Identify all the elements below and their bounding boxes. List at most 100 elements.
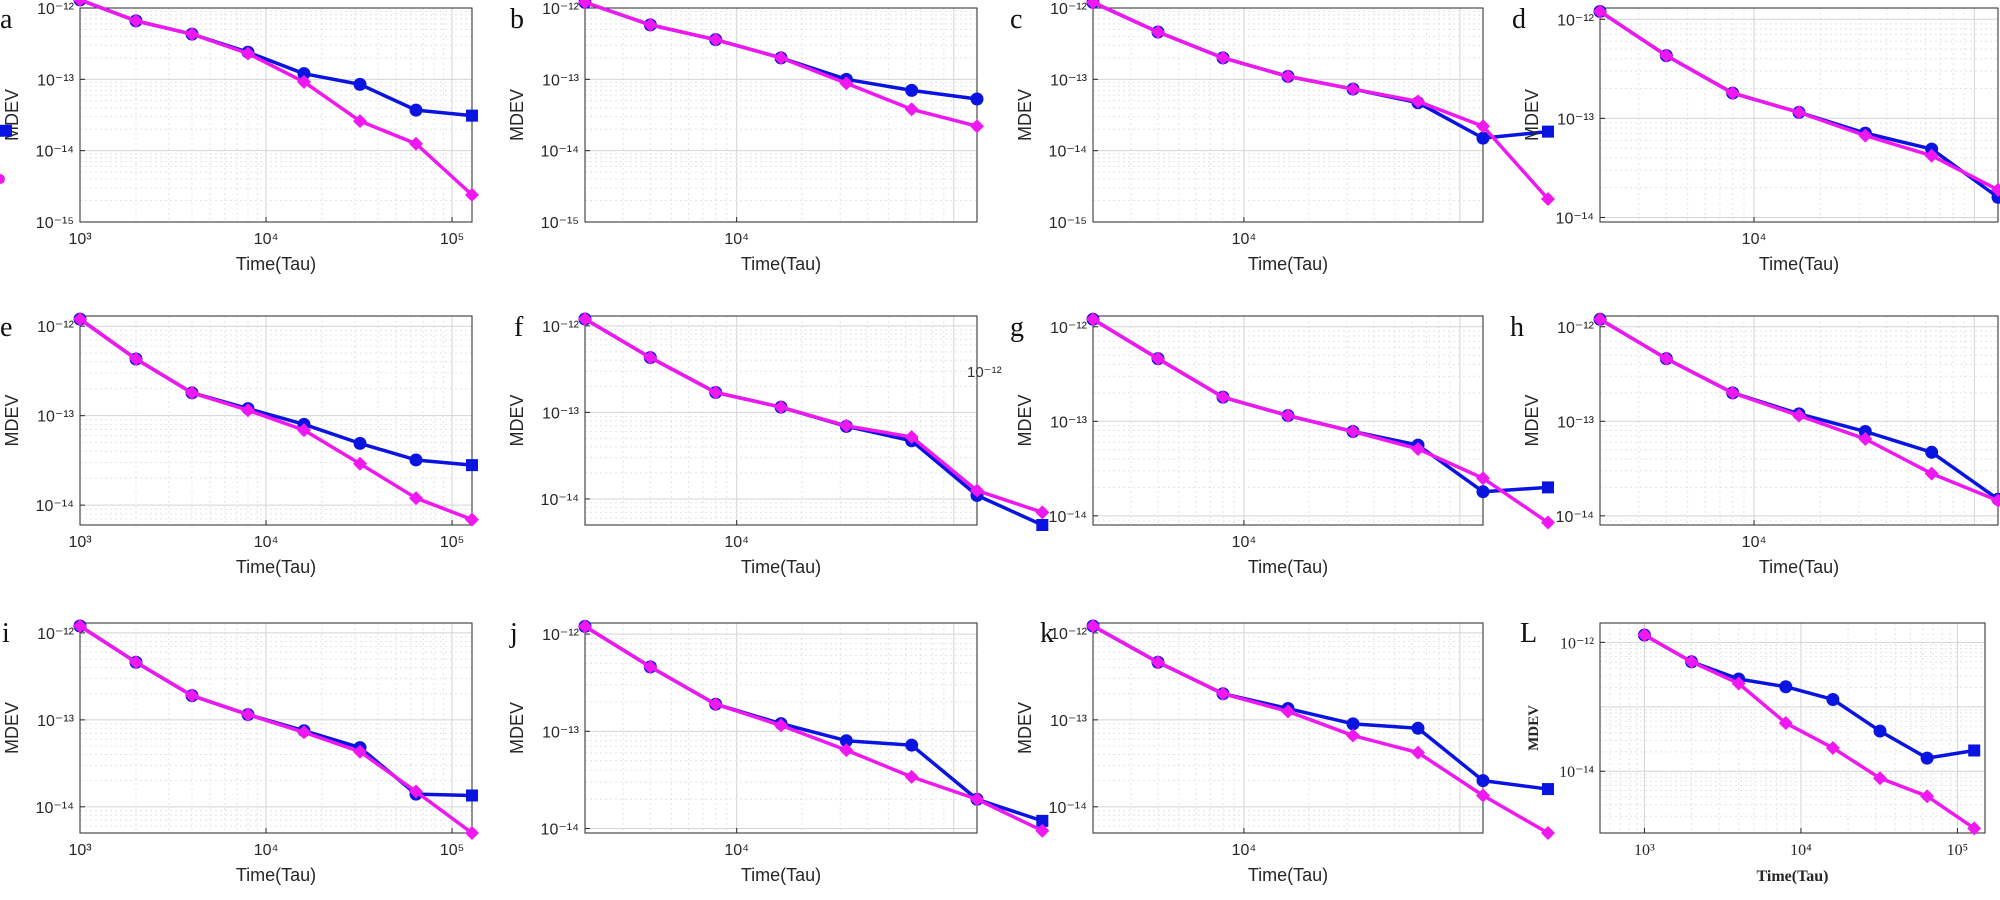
series-magenta xyxy=(578,619,1050,838)
axes-frame xyxy=(584,622,978,834)
data-point-core xyxy=(131,353,141,364)
data-point-core xyxy=(355,116,365,127)
y-tick-label: 10⁻¹² xyxy=(1560,635,1594,652)
grid-lines xyxy=(79,316,472,526)
data-point-core xyxy=(776,402,786,413)
x-tick-label: 10³ xyxy=(68,842,92,859)
axes-frame xyxy=(1092,315,1484,526)
data-point xyxy=(1036,519,1049,531)
data-point-core xyxy=(776,52,786,63)
panel-L: 10³ 10⁴ 10⁵ 10⁻¹² 10⁻¹⁴ Time(Tau) MDEV L xyxy=(1520,618,1986,885)
data-point-core xyxy=(580,0,590,8)
data-point-core xyxy=(1478,790,1488,801)
panel-i: 10³ 10⁴ 10⁵ 10⁻¹² 10⁻¹³ 10⁻¹⁴ Time(Tau) MDEV i xyxy=(2,618,479,885)
data-point-core xyxy=(411,138,421,149)
panel-letter: b xyxy=(510,4,524,35)
x-tick-label: 10⁴ xyxy=(254,231,279,248)
data-point xyxy=(839,734,853,748)
x-tick-label: 10⁴ xyxy=(724,231,749,248)
panel-a: 10³ 10⁴ 10⁵10⁻¹²10⁻¹³10⁻¹⁴10⁻¹⁵Time(Tau)MD… xyxy=(0,0,479,274)
data-point-core xyxy=(1218,392,1228,403)
x-tick-label: 10⁴ xyxy=(1232,842,1257,859)
y-tick-label: 10⁻¹² xyxy=(1050,626,1088,643)
series-magenta xyxy=(73,0,479,202)
panel-letter: i xyxy=(2,618,10,649)
series-magenta xyxy=(73,312,479,527)
data-point-core xyxy=(972,121,982,132)
data-point-core xyxy=(299,727,309,738)
data-point-core xyxy=(841,420,852,431)
panel-c: 10⁴ 10⁻¹² 10⁻¹³ 10⁻¹⁴ 10⁻¹⁵ Time(Tau) MDEV c xyxy=(1010,0,1555,274)
panel-letter: d xyxy=(1512,4,1526,35)
data-point xyxy=(1346,717,1360,731)
data-point-core xyxy=(1780,718,1791,729)
x-tick-label: 10⁴ xyxy=(254,842,279,859)
data-point-core xyxy=(1874,773,1885,784)
y-axis-label: MDEV xyxy=(507,89,527,141)
data-point-core xyxy=(906,771,917,782)
x-tick-label: 10⁴ xyxy=(1232,534,1257,551)
data-point-core xyxy=(1153,353,1163,364)
data-point-core xyxy=(467,828,477,838)
stray-tick-label: 10⁻¹² xyxy=(967,364,1002,381)
data-point-core xyxy=(1969,823,1980,834)
panel-letter: j xyxy=(509,618,518,649)
data-point-core xyxy=(1595,6,1605,17)
series-magenta xyxy=(578,312,1050,520)
data-point-core xyxy=(243,48,253,59)
panel-letter: c xyxy=(1010,4,1022,35)
data-point-core xyxy=(776,720,786,731)
y-tick-label: 10⁻¹² xyxy=(37,319,75,336)
data-point-core xyxy=(972,794,982,805)
x-tick-label: 10⁵ xyxy=(440,231,464,248)
data-point xyxy=(1968,744,1981,757)
x-tick-label: 10⁴ xyxy=(1742,231,1767,248)
data-point xyxy=(1542,125,1554,138)
axes-frame xyxy=(1599,315,1999,526)
axes-frame xyxy=(1599,7,1999,223)
x-tick-label: 10³ xyxy=(1634,842,1655,859)
data-point xyxy=(0,124,12,137)
data-point-core xyxy=(1088,621,1098,632)
data-point-core xyxy=(841,745,852,756)
data-point-core xyxy=(1218,52,1228,63)
data-point-core xyxy=(187,29,197,40)
x-axis-label: Time(Tau) xyxy=(1756,868,1828,885)
x-axis-label: Time(Tau) xyxy=(1759,557,1839,577)
x-axis-label: Time(Tau) xyxy=(236,865,316,885)
data-point-core xyxy=(467,189,477,200)
data-point-core xyxy=(411,786,421,797)
data-point xyxy=(409,453,423,467)
grid-lines xyxy=(1092,623,1483,834)
data-point xyxy=(466,109,478,122)
data-point-core xyxy=(1413,443,1423,454)
y-tick-label: 10⁻¹³ xyxy=(1557,111,1595,128)
data-point-core xyxy=(1283,71,1293,82)
y-tick-label: 10⁻¹⁴ xyxy=(1049,509,1088,526)
data-point xyxy=(1542,481,1554,494)
data-point-core xyxy=(1037,507,1048,518)
data-point xyxy=(466,459,478,472)
series-magenta xyxy=(1593,4,2000,197)
panel-j: 10⁴ 10⁻¹² 10⁻¹³ 10⁻¹⁴ Time(Tau) MDEV j xyxy=(507,618,1050,885)
y-tick-label: 10⁻¹³ xyxy=(1050,713,1088,730)
series-line xyxy=(584,317,1043,515)
data-point-core xyxy=(1926,468,1937,479)
data-point-core xyxy=(1348,730,1358,741)
panel-e: 10³ 10⁴ 10⁵ 10⁻¹² 10⁻¹³ 10⁻¹⁴ Time(Tau) MDEV e xyxy=(0,312,479,577)
data-point-core xyxy=(75,314,85,325)
y-axis-label: MDEV xyxy=(1526,705,1542,751)
data-point-core xyxy=(1153,27,1163,38)
data-point-core xyxy=(1543,828,1553,838)
x-axis-label: Time(Tau) xyxy=(236,557,316,577)
data-point-core xyxy=(467,514,477,525)
data-point-core xyxy=(1283,410,1293,421)
series-line xyxy=(78,317,473,522)
data-point xyxy=(1779,680,1793,694)
panel-letter: e xyxy=(0,312,12,343)
y-tick-label: 10⁻¹³ xyxy=(1557,414,1595,431)
y-tick-label: 10⁻¹⁵ xyxy=(36,215,74,232)
panel-g: 10⁴ 10⁻¹² 10⁻¹³ 10⁻¹⁴ Time(Tau) MDEV g xyxy=(1010,312,1555,577)
y-tick-label: 10⁻¹³ xyxy=(37,409,75,426)
